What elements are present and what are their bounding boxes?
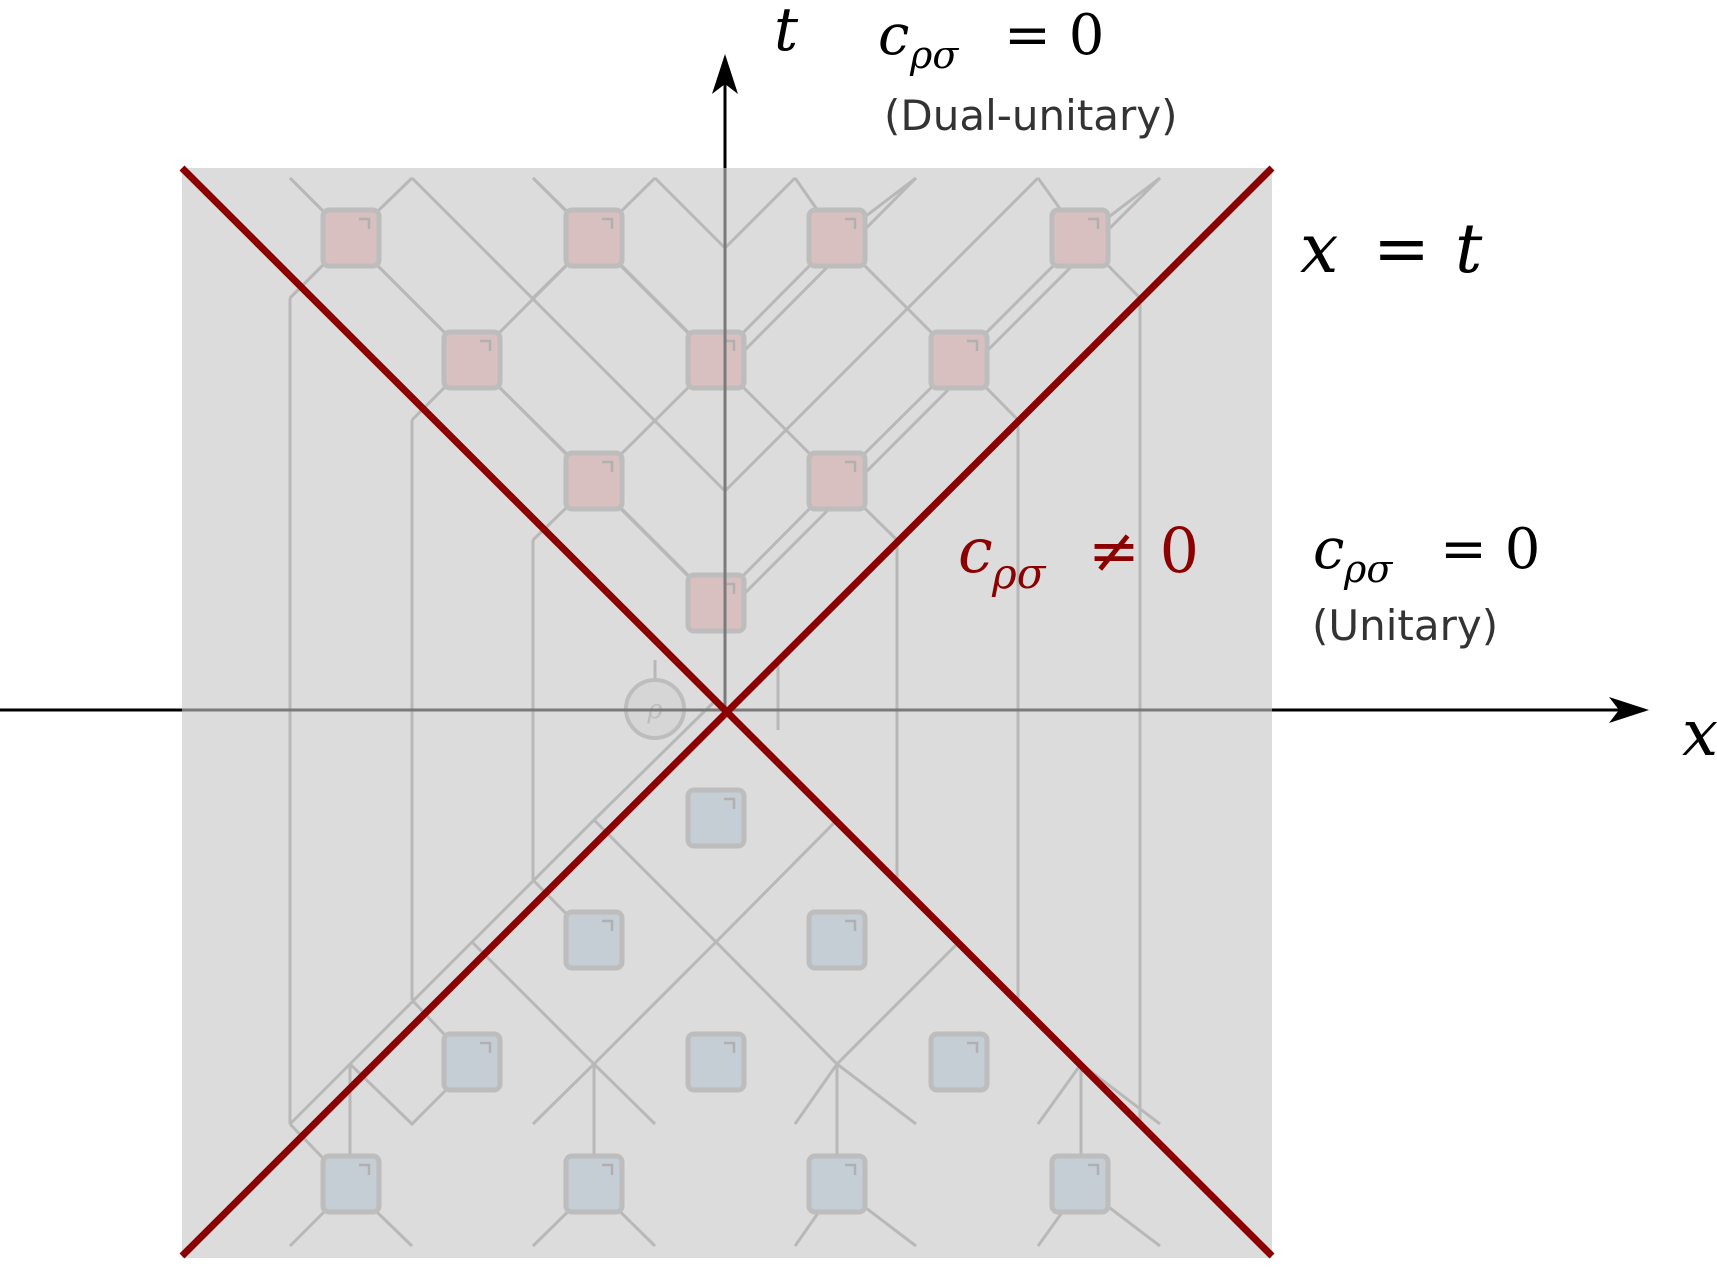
gate-bottom: [685, 787, 747, 849]
right-region-sub: ρσ: [1343, 547, 1393, 591]
inside-region-c: c: [958, 514, 993, 587]
gate-top: [928, 329, 990, 391]
gate-bottom: [806, 1153, 868, 1215]
gate-bottom: [441, 1031, 503, 1093]
right-region-rel: = 0: [1440, 517, 1540, 582]
gate-bottom: [563, 1153, 625, 1215]
top-region-c: c: [878, 3, 909, 68]
inside-region-label: c ρσ ≠ 0: [958, 514, 1199, 598]
gate-bottom: [685, 1031, 747, 1093]
top-gates: [320, 207, 1111, 634]
gate-corner-marks: [359, 217, 1100, 1175]
gate-top: [563, 450, 625, 512]
gate-bottom: [320, 1153, 382, 1215]
top-region-sub: ρσ: [909, 33, 959, 77]
top-region-label: c ρσ = 0 (Dual-unitary): [878, 3, 1178, 140]
gate-top: [806, 207, 868, 269]
bottom-gates: [320, 787, 1111, 1215]
gate-top: [320, 207, 382, 269]
lightcone-label-lhs: x: [1300, 210, 1338, 289]
inside-region-sub: ρσ: [991, 549, 1047, 598]
top-region-note: (Dual-unitary): [884, 91, 1178, 140]
lightcone-line-negative: [179, 165, 1275, 1259]
gate-top: [685, 572, 747, 634]
lightcone-label-rhs: t: [1455, 210, 1483, 289]
gate-bottom: [806, 909, 868, 971]
gate-top: [1049, 207, 1111, 269]
t-axis-label: t: [774, 0, 799, 65]
gate-top: [685, 329, 747, 391]
lightcone-label-eq: =: [1373, 210, 1430, 289]
gate-bottom: [1049, 1153, 1111, 1215]
top-region-rel: = 0: [1004, 3, 1104, 68]
gate-bottom: [928, 1031, 990, 1093]
gate-top: [563, 207, 625, 269]
right-region-label: c ρσ = 0 (Unitary): [1312, 517, 1540, 650]
gate-top: [806, 450, 868, 512]
gate-bottom: [563, 909, 625, 971]
gate-top: [441, 329, 503, 391]
x-axis-label: x: [1682, 697, 1717, 771]
lightcone-label: x = t: [1300, 210, 1483, 289]
right-region-c: c: [1313, 517, 1344, 582]
inside-region-rel: ≠ 0: [1088, 514, 1199, 587]
right-region-note: (Unitary): [1312, 601, 1498, 650]
